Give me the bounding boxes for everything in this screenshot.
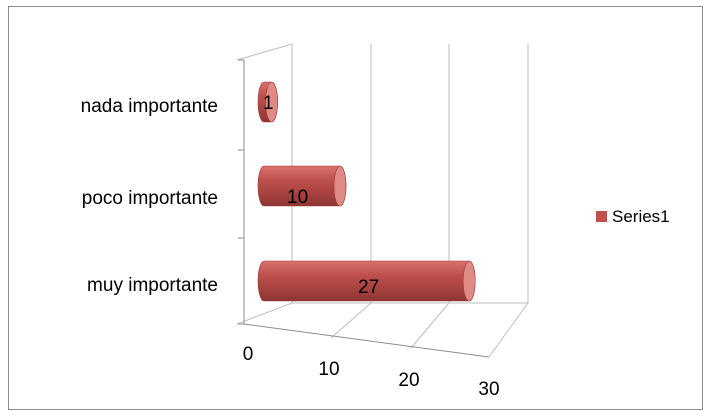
bar-cap-1 [333,165,347,207]
bar-series [257,81,476,302]
data-label-1: 10 [287,187,308,208]
x-tick-label-1: 10 [318,359,339,380]
x-tick-label-3: 30 [478,379,499,400]
bar-cap-0 [265,81,278,123]
category-label-0: nada importante [81,96,218,117]
chart-grid [236,43,529,358]
category-label-2: muy importante [87,275,218,296]
data-label-0: 1 [263,93,274,114]
chart-axes [238,59,490,358]
legend-swatch [596,211,607,222]
legend: Series1 [596,207,670,226]
data-label-2: 27 [358,277,379,298]
x-tick-label-2: 20 [398,370,419,391]
category-label-1: poco importante [82,188,218,209]
x-tick-label-0: 0 [243,344,254,365]
bar-cap-2 [462,260,476,302]
chart-frame [8,6,703,410]
legend-label: Series1 [612,207,670,226]
